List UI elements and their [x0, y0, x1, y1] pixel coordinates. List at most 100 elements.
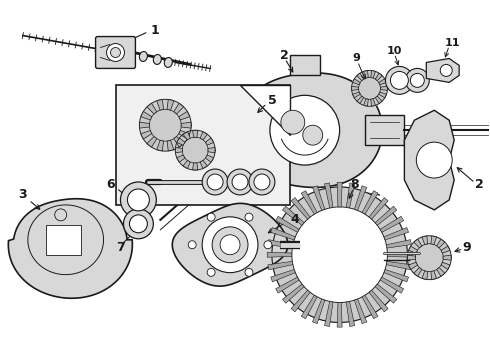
Polygon shape	[354, 186, 367, 210]
Polygon shape	[346, 183, 355, 208]
Polygon shape	[357, 73, 364, 81]
Polygon shape	[324, 301, 333, 327]
Ellipse shape	[153, 54, 161, 64]
Polygon shape	[268, 261, 293, 270]
Polygon shape	[441, 262, 450, 269]
Polygon shape	[384, 270, 409, 282]
Circle shape	[270, 95, 340, 165]
Polygon shape	[283, 284, 304, 303]
Circle shape	[188, 241, 196, 249]
Polygon shape	[140, 99, 191, 151]
Polygon shape	[240, 85, 290, 135]
Polygon shape	[167, 140, 174, 151]
Circle shape	[264, 241, 272, 249]
Ellipse shape	[139, 51, 147, 62]
Polygon shape	[301, 191, 317, 214]
Polygon shape	[291, 198, 310, 219]
Circle shape	[405, 68, 429, 92]
Polygon shape	[267, 252, 292, 257]
Ellipse shape	[164, 58, 172, 67]
Polygon shape	[337, 302, 342, 327]
Circle shape	[111, 48, 121, 58]
Text: 9: 9	[463, 241, 471, 254]
Polygon shape	[157, 140, 164, 151]
Polygon shape	[193, 130, 198, 137]
Polygon shape	[177, 138, 185, 145]
Polygon shape	[375, 284, 397, 303]
Text: 2: 2	[280, 49, 289, 62]
Polygon shape	[337, 182, 342, 207]
Circle shape	[227, 169, 253, 195]
Circle shape	[245, 213, 253, 221]
Polygon shape	[404, 110, 454, 210]
Polygon shape	[357, 96, 364, 104]
Circle shape	[232, 174, 248, 190]
Polygon shape	[365, 115, 404, 145]
Circle shape	[391, 71, 408, 89]
Polygon shape	[205, 155, 214, 162]
Polygon shape	[437, 239, 445, 248]
Polygon shape	[371, 71, 375, 78]
Polygon shape	[354, 299, 367, 324]
Text: 10: 10	[387, 45, 402, 55]
Polygon shape	[276, 277, 299, 293]
Circle shape	[440, 64, 452, 76]
Polygon shape	[369, 198, 388, 219]
Polygon shape	[407, 236, 451, 280]
Circle shape	[207, 268, 215, 276]
Circle shape	[106, 44, 124, 62]
Text: 7: 7	[116, 241, 125, 254]
Polygon shape	[352, 71, 388, 106]
Circle shape	[303, 125, 323, 145]
Text: 5: 5	[268, 94, 276, 107]
Polygon shape	[431, 271, 437, 279]
Polygon shape	[175, 130, 215, 170]
Polygon shape	[270, 270, 295, 282]
Text: 2: 2	[475, 179, 484, 192]
Polygon shape	[313, 186, 325, 210]
Polygon shape	[353, 92, 360, 98]
Circle shape	[121, 182, 156, 218]
Polygon shape	[362, 191, 378, 214]
Circle shape	[410, 73, 424, 87]
Polygon shape	[276, 216, 299, 232]
Polygon shape	[371, 99, 375, 106]
Polygon shape	[193, 163, 198, 170]
Polygon shape	[172, 203, 288, 286]
Polygon shape	[177, 155, 185, 162]
Polygon shape	[409, 246, 417, 253]
Bar	[46, 225, 81, 255]
Polygon shape	[387, 240, 412, 248]
Polygon shape	[141, 130, 152, 139]
Circle shape	[281, 110, 305, 134]
Polygon shape	[409, 262, 417, 269]
Polygon shape	[174, 103, 184, 114]
Circle shape	[386, 67, 414, 94]
Polygon shape	[183, 132, 190, 140]
Polygon shape	[387, 261, 412, 270]
Polygon shape	[205, 138, 214, 145]
Circle shape	[245, 268, 253, 276]
Polygon shape	[292, 207, 388, 302]
Polygon shape	[140, 122, 149, 128]
Circle shape	[202, 217, 258, 273]
Polygon shape	[380, 277, 404, 293]
FancyBboxPatch shape	[96, 37, 135, 68]
Polygon shape	[362, 295, 378, 319]
Polygon shape	[380, 86, 387, 90]
Circle shape	[129, 215, 147, 233]
Circle shape	[55, 209, 67, 221]
Text: 11: 11	[444, 37, 460, 48]
Polygon shape	[272, 187, 407, 323]
Circle shape	[207, 213, 215, 221]
Polygon shape	[179, 130, 190, 139]
Circle shape	[123, 209, 153, 239]
Circle shape	[212, 227, 248, 263]
Polygon shape	[175, 148, 182, 153]
Polygon shape	[353, 79, 360, 85]
Polygon shape	[147, 103, 157, 114]
Polygon shape	[364, 71, 368, 78]
Circle shape	[254, 174, 270, 190]
Polygon shape	[8, 199, 132, 298]
Polygon shape	[174, 136, 184, 147]
